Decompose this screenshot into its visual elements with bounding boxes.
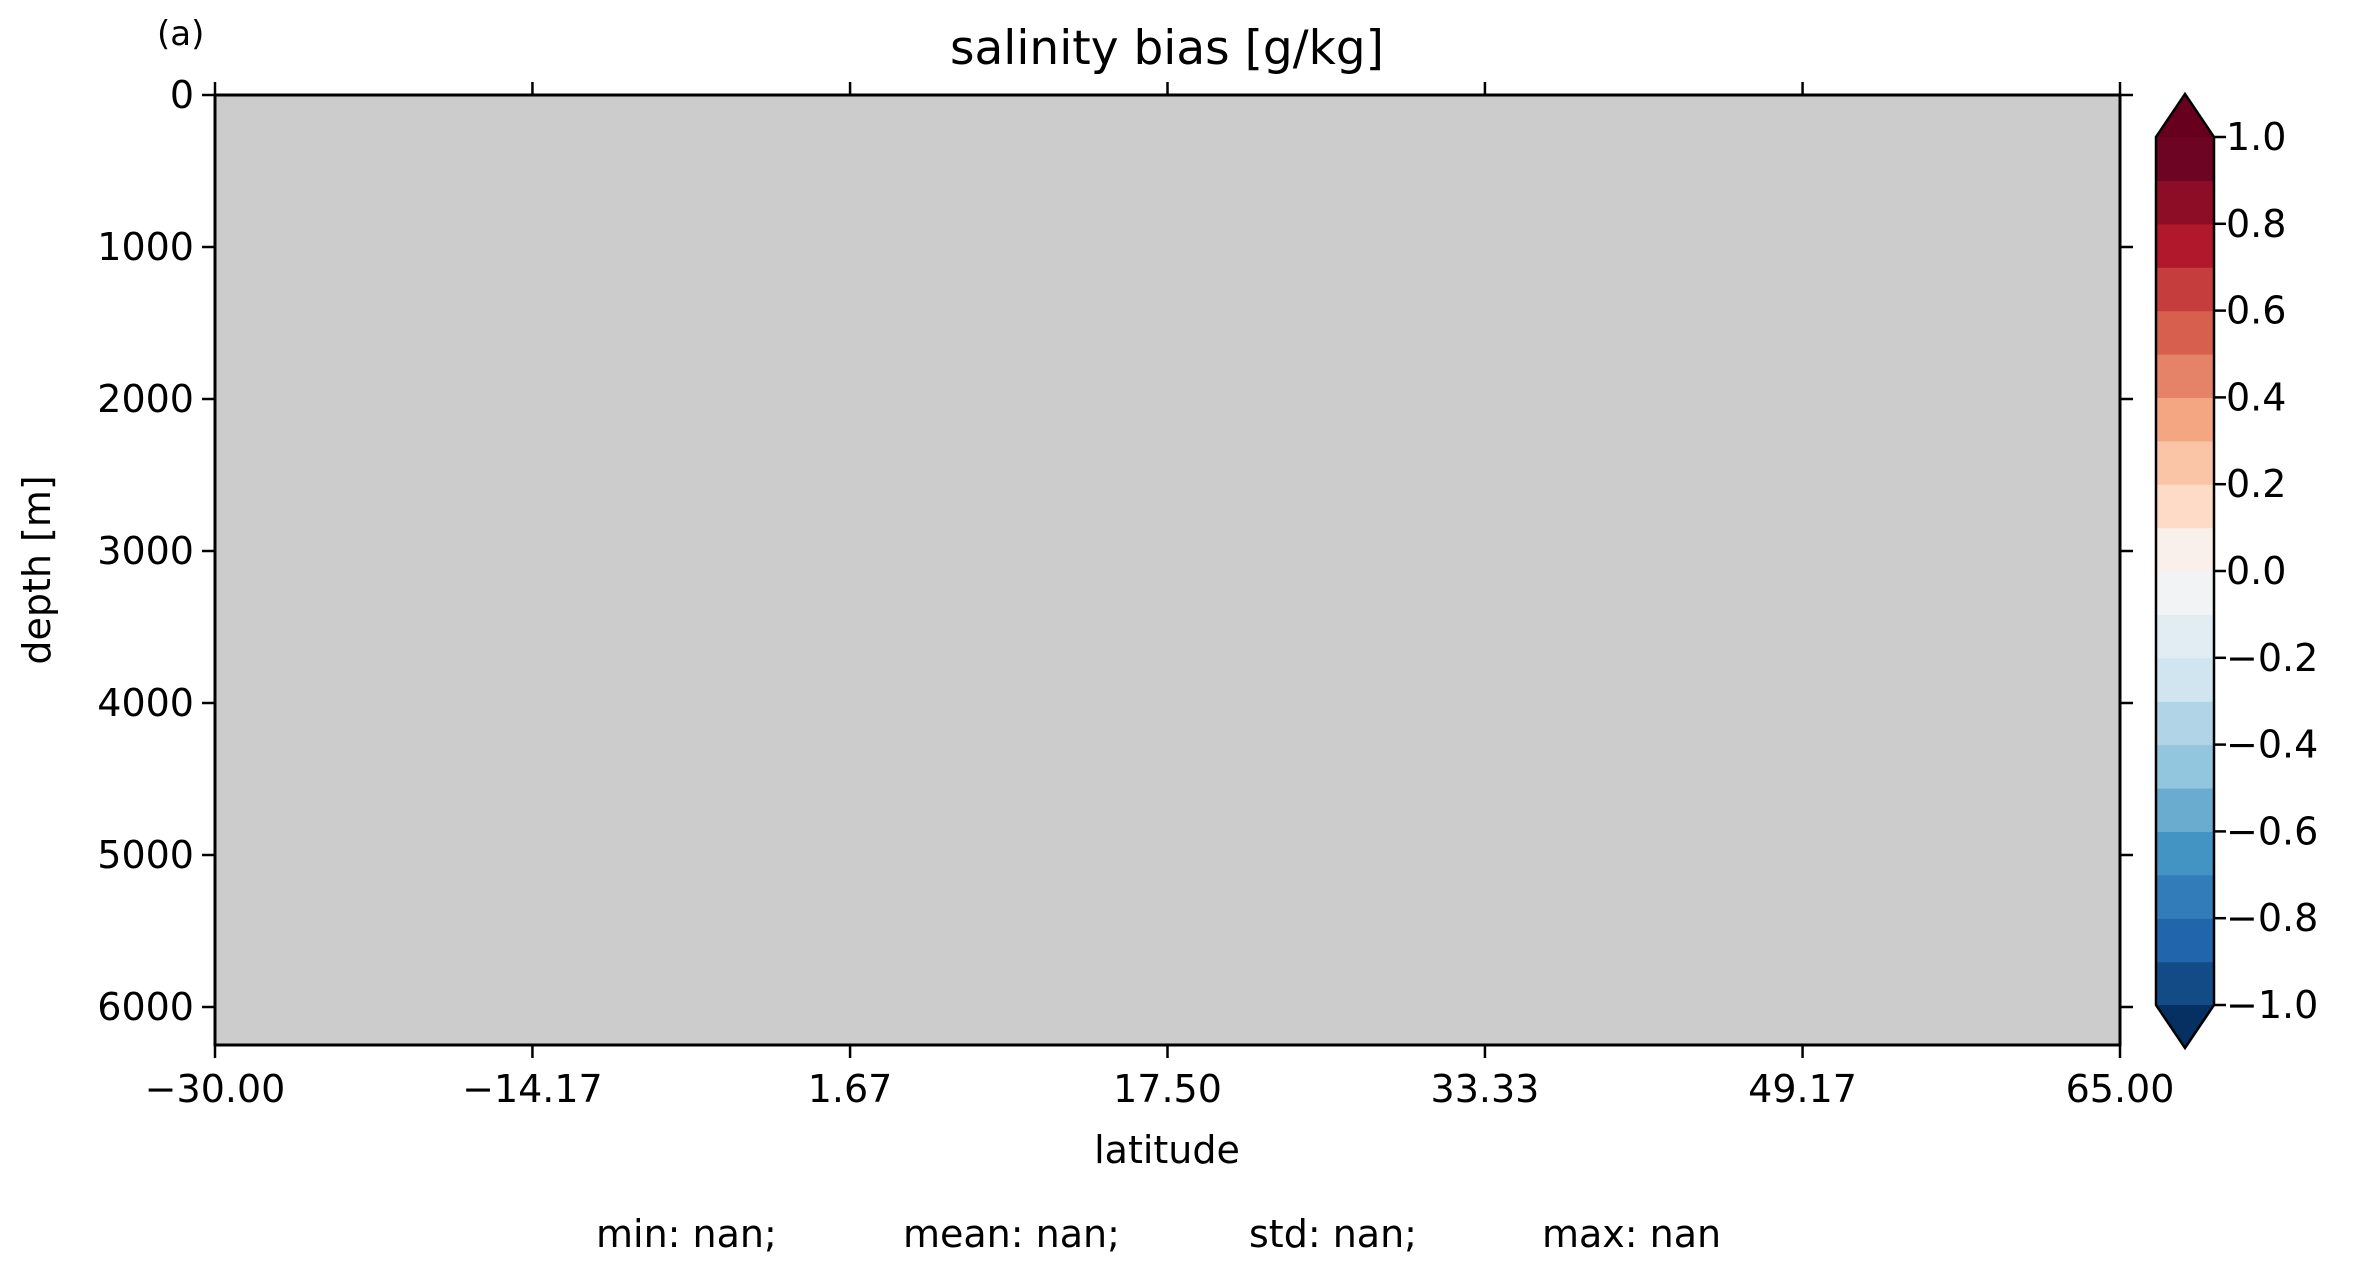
x-tick-label: 33.33 (1431, 1067, 1540, 1111)
colorbar-level (2156, 831, 2214, 876)
y-tick-label: 0 (170, 73, 194, 117)
y-tick-label: 1000 (97, 225, 194, 269)
stats-line: min: nan; mean: nan; std: nan; max: nan (596, 1212, 1721, 1256)
colorbar-level (2156, 484, 2214, 529)
colorbar-level (2156, 310, 2214, 355)
colorbar-level (2156, 180, 2214, 225)
colorbar-tick-label: 0.8 (2226, 202, 2286, 246)
y-tick-label: 3000 (97, 529, 194, 573)
y-axis: 0 1000 2000 3000 4000 5000 6000 (97, 73, 2133, 1029)
colorbar-level (2156, 701, 2214, 746)
stat-mean: mean: nan; (903, 1212, 1120, 1256)
colorbar-level (2156, 137, 2214, 181)
stat-min: min: nan; (596, 1212, 777, 1256)
y-axis-label: depth [m] (15, 475, 59, 664)
x-axis: −30.00 −14.17 1.67 17.50 33.33 49.17 65.00 (145, 82, 2175, 1111)
colorbar-level (2156, 961, 2214, 1006)
panel-label: (a) (157, 14, 204, 54)
stat-max: max: nan (1542, 1212, 1721, 1256)
y-tick-label: 5000 (97, 833, 194, 877)
x-tick-label: 1.67 (808, 1067, 893, 1111)
colorbar-extend-max (2156, 94, 2214, 137)
colorbar-tick-label: −1.0 (2226, 983, 2318, 1027)
x-tick-label: −14.17 (462, 1067, 603, 1111)
colorbar-level (2156, 744, 2214, 789)
colorbar-level (2156, 267, 2214, 312)
colorbar-tick-label: 0.0 (2226, 549, 2286, 593)
colorbar: 1.0 0.8 0.6 0.4 0.2 0.0 −0.2 −0.4 −0.6 −0.8 −1.0 (2154, 91, 2318, 1051)
colorbar-level (2156, 918, 2214, 963)
colorbar-level (2156, 223, 2214, 268)
colorbar-level (2156, 614, 2214, 659)
colorbar-tick-label: −0.6 (2226, 809, 2318, 853)
colorbar-tick-label: 0.6 (2226, 289, 2286, 333)
y-tick-label: 4000 (97, 681, 194, 725)
colorbar-extend-min (2156, 1005, 2214, 1048)
x-tick-label: 65.00 (2066, 1067, 2175, 1111)
x-tick-label: 49.17 (1748, 1067, 1857, 1111)
y-tick-label: 2000 (97, 377, 194, 421)
colorbar-level (2156, 354, 2214, 398)
colorbar-level (2156, 571, 2214, 615)
colorbar-level (2156, 440, 2214, 485)
colorbar-level (2156, 527, 2214, 572)
chart-title: salinity bias [g/kg] (950, 21, 1384, 76)
colorbar-level (2156, 788, 2214, 832)
plot-area (215, 95, 2120, 1045)
colorbar-level (2156, 657, 2214, 702)
x-axis-label: latitude (1094, 1128, 1240, 1172)
stat-std: std: nan; (1249, 1212, 1417, 1256)
x-tick-label: −30.00 (145, 1067, 286, 1111)
colorbar-tick-label: 0.2 (2226, 462, 2286, 506)
colorbar-tick-label: 0.4 (2226, 375, 2286, 419)
colorbar-level (2156, 397, 2214, 442)
colorbar-level (2156, 874, 2214, 919)
colorbar-tick-label: −0.2 (2226, 636, 2318, 680)
y-tick-label: 6000 (97, 985, 194, 1029)
colorbar-tick-label: −0.4 (2226, 723, 2318, 767)
colorbar-tick-label: 1.0 (2226, 115, 2286, 159)
colorbar-tick-label: −0.8 (2226, 896, 2318, 940)
x-tick-label: 17.50 (1113, 1067, 1222, 1111)
